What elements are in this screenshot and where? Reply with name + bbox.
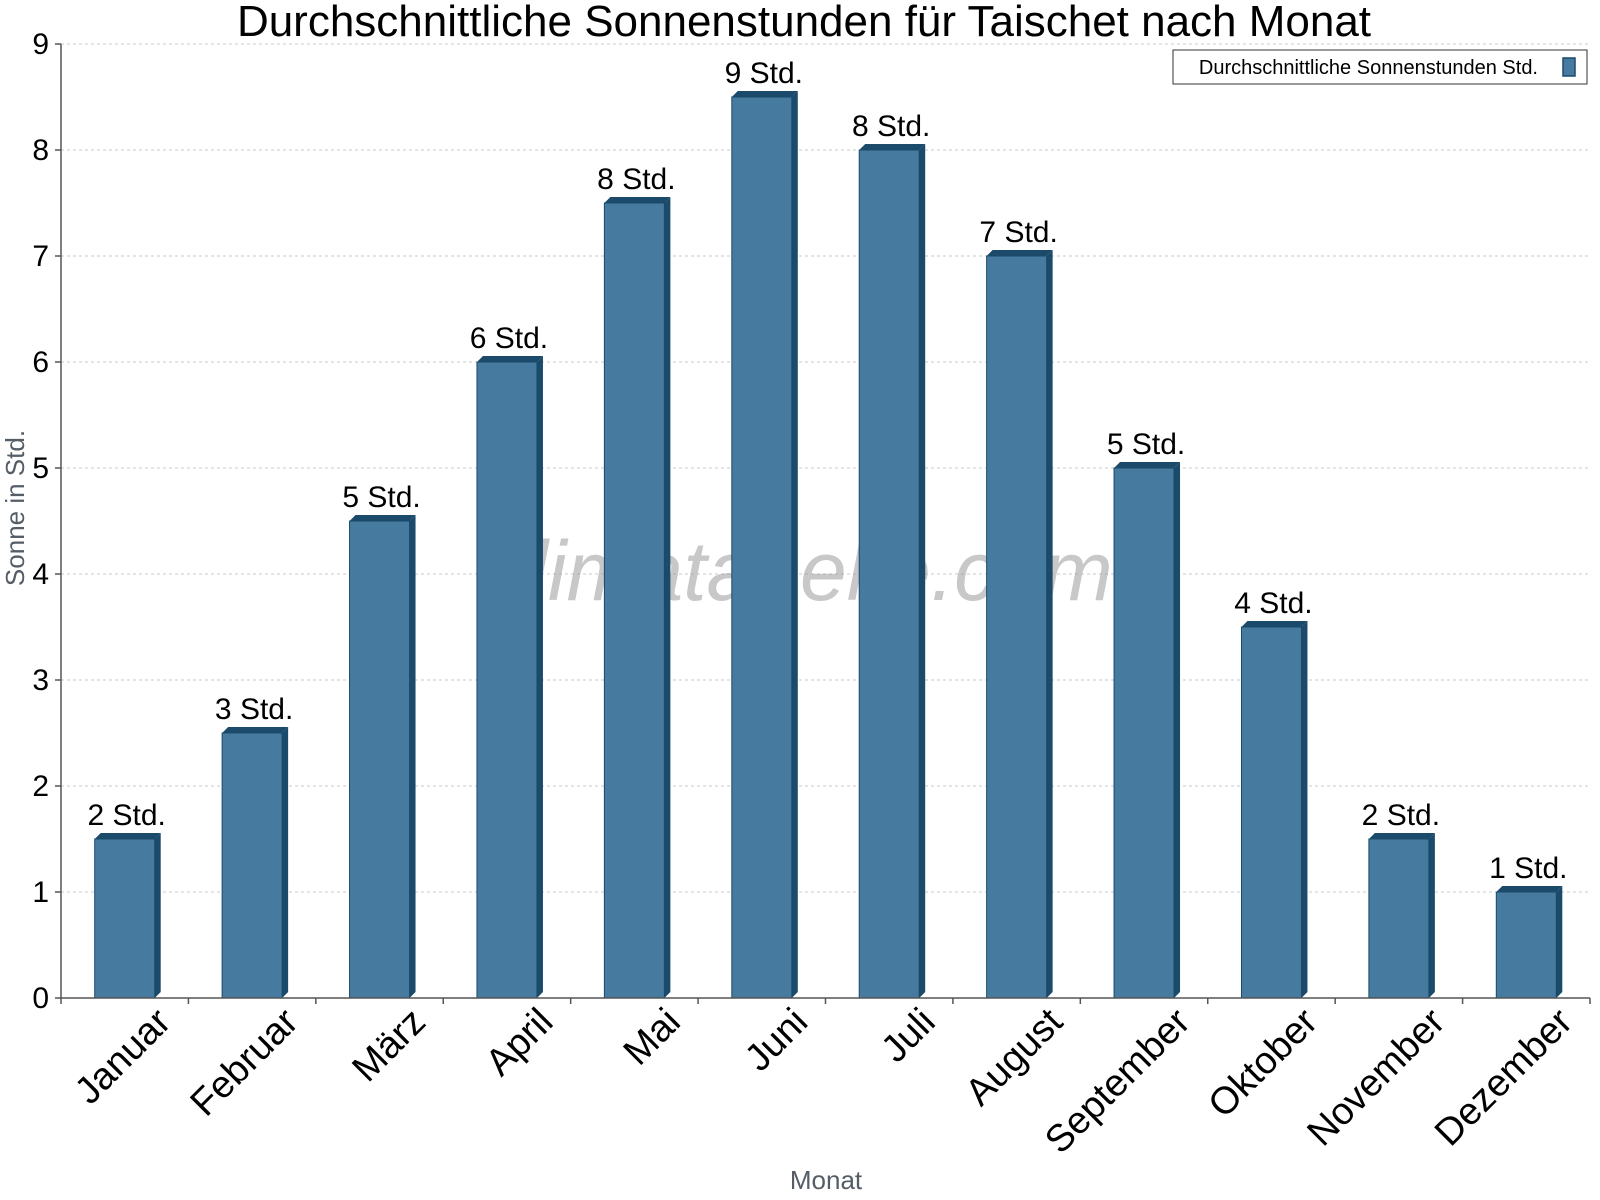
bar xyxy=(1113,462,1181,999)
bar-front xyxy=(858,149,920,999)
data-label: 2 Std. xyxy=(88,799,166,832)
bar-side xyxy=(1428,833,1435,998)
bar xyxy=(986,250,1053,999)
x-tick-label: April xyxy=(478,1001,561,1084)
bar xyxy=(1368,833,1435,999)
bar xyxy=(94,833,161,999)
bar-front xyxy=(603,202,665,999)
data-label: 1 Std. xyxy=(1489,852,1567,885)
data-label: 4 Std. xyxy=(1234,587,1312,620)
bar-top xyxy=(604,197,671,203)
bar-front xyxy=(94,838,156,999)
bar xyxy=(349,515,416,999)
legend-box xyxy=(1172,49,1588,85)
bar-top xyxy=(1114,462,1181,468)
x-tick-label: Mai xyxy=(616,1001,689,1074)
y-tick-label: 6 xyxy=(32,346,49,379)
data-label: 8 Std. xyxy=(597,163,675,196)
y-tick-label: 4 xyxy=(32,558,49,591)
bar-front xyxy=(731,96,793,999)
legend: Durchschnittliche Sonnenstunden Std. xyxy=(1172,49,1588,85)
y-tick-label: 1 xyxy=(32,876,49,909)
bar-front xyxy=(476,361,538,999)
y-tick-label: 9 xyxy=(32,28,49,61)
bar-top xyxy=(1368,833,1435,839)
y-tick-label: 0 xyxy=(32,982,49,1015)
bar-front xyxy=(349,520,411,999)
bar-top xyxy=(731,91,798,97)
bar xyxy=(1495,886,1563,999)
x-tick-label: Februar xyxy=(183,1000,307,1124)
y-tick-label: 2 xyxy=(32,770,49,803)
bar-top xyxy=(94,833,161,839)
bar xyxy=(221,727,289,999)
bar-top xyxy=(476,356,543,362)
bar-front xyxy=(1113,467,1175,999)
bar-side xyxy=(664,197,671,998)
data-label: 6 Std. xyxy=(470,322,548,355)
bars-layer xyxy=(94,91,1563,999)
y-tick-label: 7 xyxy=(32,240,49,273)
bar xyxy=(1240,621,1308,999)
chart-title: Durchschnittliche Sonnenstunden für Tais… xyxy=(237,0,1371,46)
x-tick-label: März xyxy=(344,1001,433,1090)
data-label: 5 Std. xyxy=(342,481,420,514)
bar-side xyxy=(154,833,161,998)
bar-top xyxy=(986,250,1053,256)
legend-swatch xyxy=(1562,57,1576,77)
bar-side xyxy=(536,356,543,998)
bar-side xyxy=(1556,886,1563,998)
bar-top xyxy=(859,144,926,150)
grid-layer xyxy=(61,43,1590,893)
bar-front xyxy=(986,255,1048,999)
bar-front xyxy=(1240,626,1302,999)
y-tick-label: 5 xyxy=(32,452,49,485)
bar-side xyxy=(919,144,926,998)
x-tick-label: Januar xyxy=(67,1000,179,1112)
x-tick-label: Juni xyxy=(737,1001,816,1080)
y-tick-label: 3 xyxy=(32,664,49,697)
bar-side xyxy=(409,515,416,998)
bar-side xyxy=(282,727,289,998)
data-label: 5 Std. xyxy=(1107,428,1185,461)
bar-top xyxy=(1496,886,1563,892)
x-tick-label: Oktober xyxy=(1201,1000,1327,1126)
bar-top xyxy=(1241,621,1308,627)
x-axis-title: Monat xyxy=(790,1165,863,1195)
bar xyxy=(603,197,671,999)
y-axis-title: Sonne in Std. xyxy=(0,430,30,586)
bar xyxy=(476,356,543,999)
bar-top xyxy=(349,515,416,521)
bar-side xyxy=(791,91,798,998)
bar-top xyxy=(222,727,289,733)
bar-front xyxy=(1495,891,1557,999)
y-tick-label: 8 xyxy=(32,134,49,167)
bar-front xyxy=(221,732,283,999)
bar-side xyxy=(1046,250,1053,998)
bar-side xyxy=(1174,462,1181,998)
x-tick-label: Dezember xyxy=(1427,1000,1581,1154)
data-label: 7 Std. xyxy=(979,216,1057,249)
bar-front xyxy=(1368,838,1430,999)
x-tick-label: Juli xyxy=(874,1001,944,1071)
bar xyxy=(858,144,926,999)
data-label: 3 Std. xyxy=(215,693,293,726)
data-label: 9 Std. xyxy=(725,57,803,90)
axes-layer xyxy=(55,43,1591,1004)
legend-label: Durchschnittliche Sonnenstunden Std. xyxy=(1199,57,1538,79)
bar xyxy=(731,91,798,999)
data-label: 2 Std. xyxy=(1362,799,1440,832)
x-tick-label: November xyxy=(1300,1000,1454,1154)
data-label: 8 Std. xyxy=(852,110,930,143)
bar-side xyxy=(1301,621,1308,998)
x-tick-label: August xyxy=(958,1000,1072,1114)
